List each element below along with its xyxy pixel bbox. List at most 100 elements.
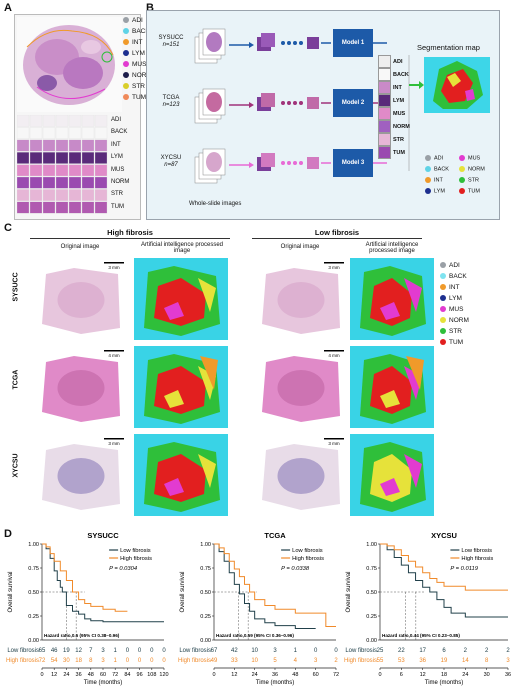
legend-dot bbox=[440, 295, 446, 302]
risk-value: 2 bbox=[464, 648, 468, 654]
row-label-xycsu: XYCSU bbox=[12, 453, 20, 478]
km-xtick: 48 bbox=[88, 672, 94, 678]
km-xtick: 0 bbox=[212, 672, 215, 678]
tile bbox=[42, 189, 56, 201]
km-legend-label: Low fibrosis bbox=[120, 548, 151, 554]
legend-dot bbox=[440, 317, 446, 324]
legend-label: BACK bbox=[449, 273, 467, 280]
legend-label: STR bbox=[132, 83, 145, 90]
svg-text:4 mm: 4 mm bbox=[108, 353, 120, 358]
seg-tile-int: INT bbox=[378, 81, 410, 94]
km-ytick: 1.00 bbox=[200, 542, 211, 548]
km-xtick: 18 bbox=[441, 672, 447, 678]
cohort-tcga: TCGA n=123 bbox=[151, 95, 191, 109]
km-xtick: 12 bbox=[51, 672, 57, 678]
tile bbox=[16, 114, 30, 127]
seg-legend-str: STR bbox=[459, 177, 479, 183]
risk-value: 2 bbox=[334, 658, 338, 664]
legend-item-adi: ADI bbox=[123, 17, 152, 28]
km-xtick: 36 bbox=[76, 672, 82, 678]
tile bbox=[42, 201, 56, 214]
km-ytick: 0.50 bbox=[200, 590, 211, 596]
tile bbox=[55, 152, 69, 164]
legend-label: ADI bbox=[434, 155, 444, 162]
tile bbox=[42, 114, 56, 127]
km-title: SYSUCC bbox=[87, 531, 119, 540]
legend-label: BACK bbox=[132, 28, 150, 35]
legend-dot bbox=[123, 28, 129, 35]
risk-value: 14 bbox=[462, 658, 469, 664]
km-ytick: 0.50 bbox=[28, 590, 39, 596]
seg-tile-swatch bbox=[378, 55, 391, 68]
km-series-low bbox=[42, 543, 164, 623]
km-chart-xycsu: XYCSU Overall survival 0.00 0.25 0.50 0.75 1.0… bbox=[344, 531, 511, 686]
legend-dot bbox=[425, 188, 431, 194]
risk-value: 4 bbox=[294, 658, 298, 664]
c-legend-int: INT bbox=[440, 284, 469, 295]
legend-label: NORM bbox=[132, 72, 152, 79]
tile bbox=[94, 189, 108, 201]
legend-dot bbox=[425, 177, 431, 183]
legend-dot bbox=[123, 83, 129, 90]
km-ylabel: Overall survival bbox=[180, 571, 186, 612]
risk-value: 25 bbox=[377, 648, 384, 654]
risk-value: 67 bbox=[211, 648, 218, 654]
tile bbox=[68, 114, 82, 127]
tile bbox=[81, 114, 95, 127]
tile bbox=[29, 201, 43, 214]
legend-item-back: BACK bbox=[123, 28, 152, 39]
risk-value: 18 bbox=[75, 658, 82, 664]
seg-tile-label: LYM bbox=[393, 97, 405, 104]
risk-value: 19 bbox=[441, 658, 448, 664]
km-legend-label: Low fibrosis bbox=[461, 548, 492, 554]
km-xtick: 24 bbox=[462, 672, 468, 678]
seg-legend-back: BACK bbox=[425, 166, 449, 172]
tile bbox=[42, 164, 56, 177]
risk-value: 36 bbox=[419, 658, 426, 664]
model-3: Model 3 bbox=[333, 149, 373, 177]
seg-tile-swatch bbox=[378, 94, 391, 107]
tile-label-tum: TUM bbox=[111, 203, 124, 210]
cohort-xycsu: XYCSU n=87 bbox=[151, 155, 191, 169]
km-ytick: 0.25 bbox=[28, 614, 39, 620]
risk-row-label: Low fibrosis bbox=[345, 648, 377, 654]
seg-title: Segmentation map bbox=[417, 43, 480, 52]
ai-image-high-tcga bbox=[134, 346, 228, 428]
risk-row-label: High fibrosis bbox=[6, 658, 39, 664]
risk-row-label: High fibrosis bbox=[344, 658, 377, 664]
km-title: XYCSU bbox=[431, 531, 457, 540]
legend-label: MUS bbox=[449, 306, 464, 313]
c-legend-str: STR bbox=[440, 328, 469, 339]
tile-label-lym: LYM bbox=[111, 154, 123, 161]
legend-item-norm: NORM bbox=[123, 72, 152, 83]
risk-value: 0 bbox=[314, 648, 318, 654]
legend-dot bbox=[123, 72, 129, 79]
c-legend-norm: NORM bbox=[440, 317, 469, 328]
km-xtick: 36 bbox=[272, 672, 278, 678]
orig-image-high-xycsu: 3 mm bbox=[34, 434, 128, 516]
risk-value: 7 bbox=[89, 648, 93, 654]
km-xtick: 72 bbox=[333, 672, 339, 678]
km-ytick: 1.00 bbox=[366, 542, 377, 548]
risk-value: 22 bbox=[398, 648, 405, 654]
km-pvalue: P = 0.0304 bbox=[109, 566, 137, 572]
tile bbox=[29, 164, 43, 177]
km-title: TCGA bbox=[264, 531, 286, 540]
panel-label-d: D bbox=[4, 528, 12, 540]
risk-value: 0 bbox=[162, 658, 166, 664]
seg-tile-label: MUS bbox=[393, 110, 406, 117]
km-xtick: 6 bbox=[400, 672, 403, 678]
risk-row-label: Low fibrosis bbox=[7, 648, 39, 654]
tile bbox=[68, 164, 82, 177]
km-ylabel: Overall survival bbox=[346, 571, 352, 612]
tile bbox=[94, 176, 108, 189]
risk-value: 3 bbox=[101, 658, 105, 664]
tile bbox=[16, 139, 30, 152]
km-ytick: 0.25 bbox=[200, 614, 211, 620]
tile bbox=[42, 176, 56, 189]
tile bbox=[29, 189, 43, 201]
cohort-n: n=87 bbox=[164, 162, 178, 168]
tile bbox=[94, 152, 108, 164]
panel-b-diagram bbox=[194, 28, 490, 184]
risk-row-label: Low fibrosis bbox=[179, 648, 211, 654]
